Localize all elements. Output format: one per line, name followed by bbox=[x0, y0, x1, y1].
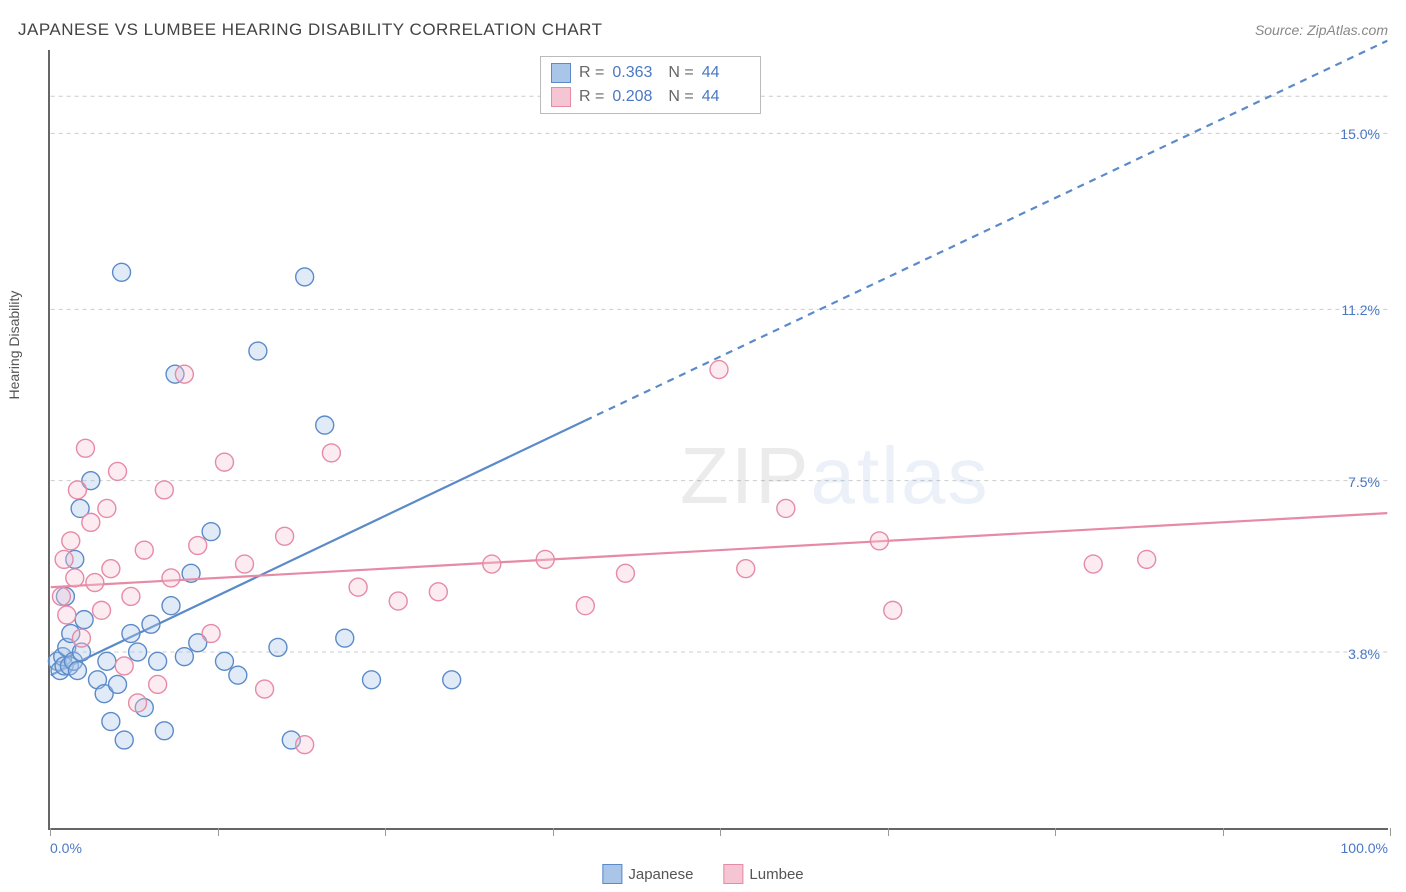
x-tick-label: 0.0% bbox=[50, 840, 82, 856]
x-tick bbox=[385, 828, 386, 836]
swatch-lumbee bbox=[723, 864, 743, 884]
y-tick-label: 7.5% bbox=[1348, 474, 1380, 490]
bottom-legend: Japanese Lumbee bbox=[602, 864, 803, 884]
r-label: R = bbox=[579, 64, 604, 82]
source-attribution: Source: ZipAtlas.com bbox=[1255, 22, 1388, 38]
chart-svg bbox=[50, 50, 1388, 828]
y-tick-label: 3.8% bbox=[1348, 646, 1380, 662]
x-tick bbox=[888, 828, 889, 836]
x-tick bbox=[1390, 828, 1391, 836]
y-tick-label: 15.0% bbox=[1340, 126, 1380, 142]
x-tick bbox=[553, 828, 554, 836]
stats-row-lumbee: R = 0.208 N = 44 bbox=[551, 85, 750, 109]
n-label: N = bbox=[668, 64, 693, 82]
x-tick bbox=[1055, 828, 1056, 836]
n-value-japanese: 44 bbox=[702, 64, 750, 82]
x-tick bbox=[1223, 828, 1224, 836]
legend-item-lumbee: Lumbee bbox=[723, 864, 803, 884]
n-value-lumbee: 44 bbox=[702, 88, 750, 106]
stats-row-japanese: R = 0.363 N = 44 bbox=[551, 61, 750, 85]
r-value-japanese: 0.363 bbox=[612, 64, 660, 82]
r-label: R = bbox=[579, 88, 604, 106]
swatch-japanese bbox=[602, 864, 622, 884]
legend-label: Lumbee bbox=[749, 866, 803, 883]
stats-legend-box: R = 0.363 N = 44 R = 0.208 N = 44 bbox=[540, 56, 761, 114]
x-tick bbox=[218, 828, 219, 836]
chart-title: JAPANESE VS LUMBEE HEARING DISABILITY CO… bbox=[18, 20, 603, 40]
y-tick-label: 11.2% bbox=[1341, 302, 1380, 318]
x-tick bbox=[720, 828, 721, 836]
plot-area: ZIPatlas 3.8%7.5%11.2%15.0%0.0%100.0% bbox=[48, 50, 1388, 830]
x-tick-label: 100.0% bbox=[1341, 840, 1388, 856]
y-axis-label: Hearing Disability bbox=[6, 291, 22, 400]
x-tick bbox=[50, 828, 51, 836]
swatch-japanese bbox=[551, 63, 571, 83]
swatch-lumbee bbox=[551, 87, 571, 107]
legend-item-japanese: Japanese bbox=[602, 864, 693, 884]
legend-label: Japanese bbox=[628, 866, 693, 883]
r-value-lumbee: 0.208 bbox=[612, 88, 660, 106]
n-label: N = bbox=[668, 88, 693, 106]
